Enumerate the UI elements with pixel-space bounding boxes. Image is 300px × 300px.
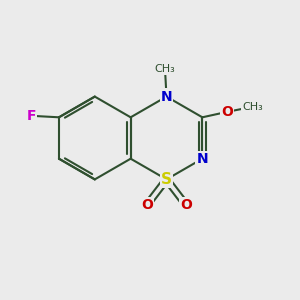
Text: O: O bbox=[180, 198, 192, 212]
Text: O: O bbox=[141, 198, 153, 212]
Text: CH₃: CH₃ bbox=[242, 102, 263, 112]
Text: CH₃: CH₃ bbox=[154, 64, 176, 74]
Text: O: O bbox=[221, 105, 233, 119]
Text: N: N bbox=[161, 90, 172, 104]
Text: N: N bbox=[196, 152, 208, 166]
Text: F: F bbox=[27, 109, 36, 123]
Text: S: S bbox=[161, 172, 172, 187]
